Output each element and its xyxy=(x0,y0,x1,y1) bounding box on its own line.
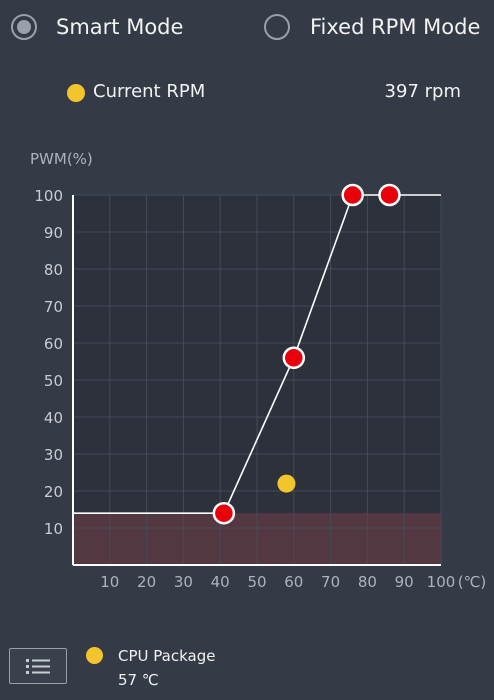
mode-selector: Smart Mode Fixed RPM Mode xyxy=(0,14,494,50)
x-tick-label: 90 xyxy=(395,573,414,591)
x-tick-label: 50 xyxy=(247,573,266,591)
current-temp-marker xyxy=(277,474,296,493)
fan-curve-chart[interactable]: PWM(%) 10 20 30 40 50 60 70 80 90 100 10 20 30 40 50 60 7… xyxy=(0,140,494,600)
menu-button[interactable] xyxy=(9,648,67,684)
x-tick-label: 40 xyxy=(211,573,230,591)
x-tick-label: 70 xyxy=(321,573,340,591)
curve-control-point[interactable] xyxy=(378,183,401,207)
curve-control-point[interactable] xyxy=(212,501,236,525)
x-tick-label: 60 xyxy=(284,573,303,591)
radio-selected-dot xyxy=(17,20,31,34)
x-axis-unit: (℃) xyxy=(458,573,487,591)
y-tick-label: 40 xyxy=(44,409,63,427)
x-tick-label: 80 xyxy=(358,573,377,591)
y-tick-label: 70 xyxy=(44,298,63,316)
fixed-rpm-mode-radio[interactable] xyxy=(264,14,290,40)
curve-control-point[interactable] xyxy=(282,346,306,370)
y-tick-label: 80 xyxy=(44,261,63,279)
y-tick-label: 90 xyxy=(44,224,63,242)
current-rpm-row: Current RPM 397 rpm xyxy=(0,80,494,108)
fixed-rpm-mode-option[interactable]: Fixed RPM Mode xyxy=(264,14,480,40)
y-tick-label: 10 xyxy=(44,520,63,538)
smart-mode-radio[interactable] xyxy=(11,14,37,40)
sensor-temp: 57 ℃ xyxy=(118,671,159,689)
x-tick-label: 20 xyxy=(137,573,156,591)
y-tick-label: 100 xyxy=(34,187,63,205)
smart-mode-label: Smart Mode xyxy=(56,15,184,39)
y-tick-label: 50 xyxy=(44,372,63,390)
y-tick-label: 60 xyxy=(44,335,63,353)
sensor-name: CPU Package xyxy=(118,647,216,665)
curve-control-point[interactable] xyxy=(341,183,364,207)
smart-mode-option[interactable]: Smart Mode xyxy=(11,14,183,40)
list-icon xyxy=(26,659,50,674)
current-rpm-label: Current RPM xyxy=(93,81,206,102)
x-tick-label: 10 xyxy=(100,573,119,591)
current-rpm-legend-dot xyxy=(67,84,85,102)
sensor-legend-dot xyxy=(86,647,103,664)
y-axis-label: PWM(%) xyxy=(30,150,93,168)
x-tick-label: 30 xyxy=(174,573,193,591)
x-tick-label: 100 xyxy=(427,573,456,591)
y-tick-label: 20 xyxy=(44,483,63,501)
y-tick-label: 30 xyxy=(44,446,63,464)
fixed-rpm-mode-label: Fixed RPM Mode xyxy=(310,15,481,39)
current-rpm-value: 397 rpm xyxy=(384,81,461,102)
